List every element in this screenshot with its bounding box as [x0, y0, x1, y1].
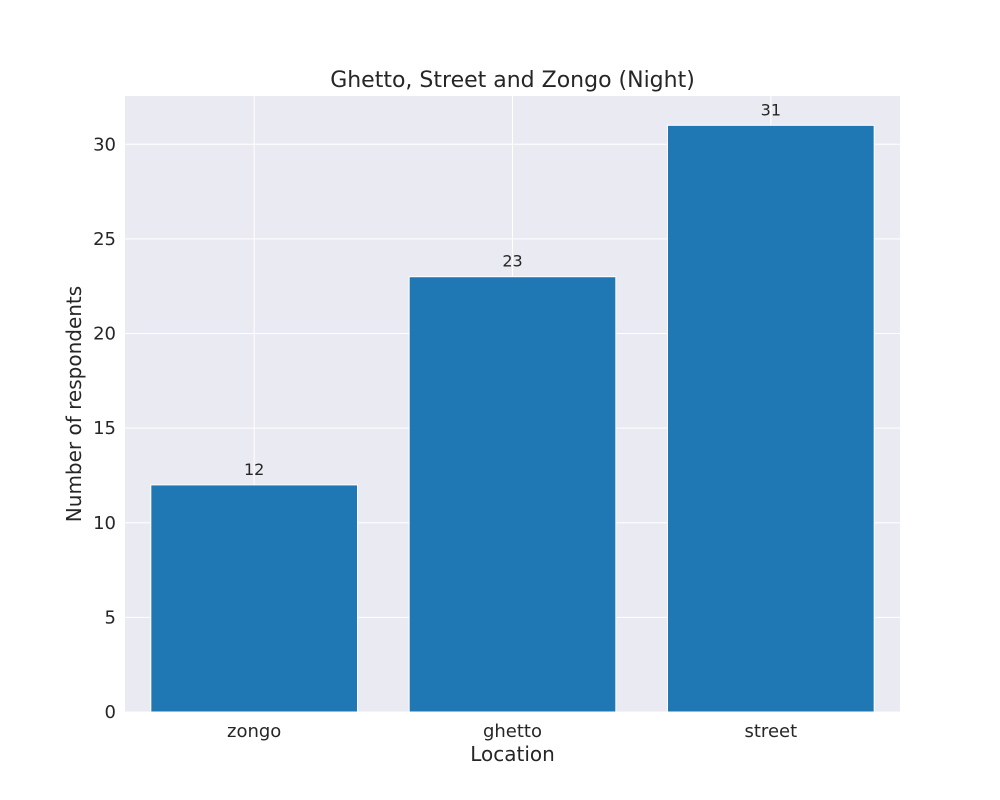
data-label-ghetto: 23 — [502, 252, 522, 271]
y-tick-label: 25 — [93, 229, 116, 250]
data-label-street: 31 — [761, 100, 781, 119]
bar-ghetto — [408, 276, 617, 713]
data-label-zongo: 12 — [244, 460, 264, 479]
y-tick-labels: 0 5 10 15 20 25 30 — [93, 134, 116, 723]
data-labels: 12 23 31 — [244, 100, 781, 479]
x-axis-label: Location — [470, 742, 555, 766]
y-tick-label: 30 — [93, 134, 116, 155]
y-axis-label: Number of respondents — [62, 286, 86, 522]
bars — [150, 124, 875, 713]
x-tick-label: street — [745, 721, 798, 742]
bar-street — [667, 124, 875, 713]
y-tick-label: 10 — [93, 513, 116, 534]
chart-title: Ghetto, Street and Zongo (Night) — [330, 68, 695, 93]
y-tick-label: 0 — [105, 702, 116, 723]
y-tick-label: 5 — [105, 607, 116, 628]
x-tick-labels: zongo ghetto street — [227, 721, 797, 742]
x-tick-label: ghetto — [483, 721, 542, 742]
bar-zongo — [150, 484, 358, 713]
y-tick-label: 20 — [93, 324, 116, 345]
x-tick-label: zongo — [227, 721, 281, 742]
y-tick-label: 15 — [93, 418, 116, 439]
